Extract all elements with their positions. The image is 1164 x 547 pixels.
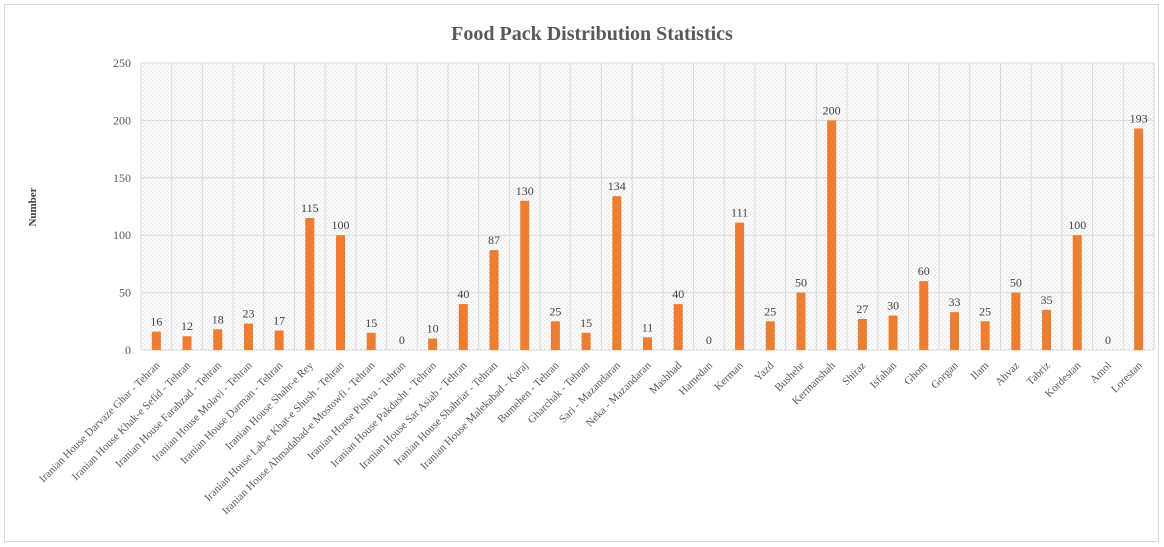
data-label: 25 <box>549 304 561 318</box>
bar <box>336 235 346 350</box>
data-label: 27 <box>856 302 868 316</box>
data-label: 134 <box>608 179 626 193</box>
y-tick-label: 0 <box>125 343 131 357</box>
y-tick-label: 250 <box>113 56 131 70</box>
data-label: 0 <box>706 333 712 347</box>
bar <box>520 200 530 350</box>
bar <box>1134 128 1144 350</box>
bar <box>765 321 775 350</box>
bar <box>612 196 622 350</box>
bar <box>366 332 376 350</box>
data-label: 0 <box>399 333 405 347</box>
x-tick-label: Shiraz <box>840 360 868 388</box>
data-label: 60 <box>918 264 930 278</box>
bar <box>151 331 161 350</box>
bar <box>305 217 315 350</box>
data-label: 23 <box>242 307 254 321</box>
bar <box>796 292 806 350</box>
y-axis-title: Number <box>27 187 39 226</box>
data-labels: 16 12 18 23 17 115 100 15 0 10 40 87 130 25 15 134 11 40 0… <box>150 103 1147 347</box>
data-label: 12 <box>181 319 193 333</box>
bar <box>581 332 591 350</box>
data-label: 111 <box>731 206 748 220</box>
data-label: 10 <box>427 322 439 336</box>
bar <box>1072 235 1082 350</box>
data-label: 115 <box>301 201 319 215</box>
x-tick-label: Ghom <box>902 359 930 387</box>
bar <box>428 338 438 350</box>
chart-title: Food Pack Distribution Statistics <box>451 23 733 45</box>
bars <box>151 120 1144 351</box>
x-tick-label: Iranian House Khak-e Sefid - Tehran <box>70 359 194 483</box>
data-label: 25 <box>764 304 776 318</box>
data-label: 18 <box>212 312 224 326</box>
y-axis: 0 50 100 150 200 250 <box>113 56 131 357</box>
y-tick-label: 50 <box>119 286 131 300</box>
data-label: 50 <box>1010 276 1022 290</box>
bar <box>489 250 499 350</box>
y-tick-label: 150 <box>113 171 131 185</box>
bar <box>949 312 959 350</box>
data-label: 0 <box>1105 333 1111 347</box>
data-label: 15 <box>580 316 592 330</box>
x-tick-label: Isfahan <box>868 359 900 391</box>
data-label: 11 <box>642 320 654 334</box>
y-tick-label: 100 <box>113 228 131 242</box>
x-tick-label: Iranian House Darvaze Ghar - Tehran <box>37 359 163 485</box>
bar <box>458 304 468 350</box>
data-label: 193 <box>1130 111 1148 125</box>
bar <box>919 281 929 350</box>
bar <box>1011 292 1021 350</box>
data-label: 16 <box>150 315 162 329</box>
data-label: 33 <box>948 295 960 309</box>
bar <box>550 321 560 350</box>
y-tick-label: 200 <box>113 113 131 127</box>
bar <box>274 330 284 350</box>
x-tick-label: Hamedan <box>677 359 716 398</box>
data-label: 30 <box>887 299 899 313</box>
bar <box>182 336 192 350</box>
data-label: 100 <box>332 218 350 232</box>
x-tick-label: Ahvaz <box>993 360 1022 389</box>
x-tick-label: Yazd <box>752 359 776 383</box>
bar <box>243 323 253 350</box>
x-tick-label: Tabriz <box>1024 360 1052 388</box>
bar <box>827 120 837 351</box>
bar <box>857 319 867 350</box>
data-label: 130 <box>516 184 534 198</box>
plot-area <box>141 63 1154 350</box>
x-axis: Iranian House Darvaze Ghar - TehranIrani… <box>37 359 1145 517</box>
bar <box>888 315 898 350</box>
data-label: 17 <box>273 313 285 327</box>
x-tick-label: Gorgan <box>929 359 961 391</box>
bar <box>735 222 745 350</box>
x-tick-label: Lorestan <box>1109 359 1145 395</box>
data-label: 100 <box>1068 218 1086 232</box>
bar <box>643 337 652 350</box>
data-label: 40 <box>672 287 684 301</box>
bar <box>980 321 990 350</box>
x-tick-label: Kerman <box>712 359 746 393</box>
data-label: 15 <box>365 316 377 330</box>
data-label: 87 <box>488 233 500 247</box>
data-label: 25 <box>979 304 991 318</box>
data-label: 40 <box>457 287 469 301</box>
data-label: 50 <box>795 276 807 290</box>
x-tick-label: Ilam <box>969 359 992 382</box>
bar <box>1042 309 1052 350</box>
x-tick-label: Amol <box>1088 360 1114 386</box>
bar <box>213 329 223 350</box>
bar <box>673 304 683 350</box>
data-label: 35 <box>1041 293 1053 307</box>
data-label: 200 <box>823 103 841 117</box>
